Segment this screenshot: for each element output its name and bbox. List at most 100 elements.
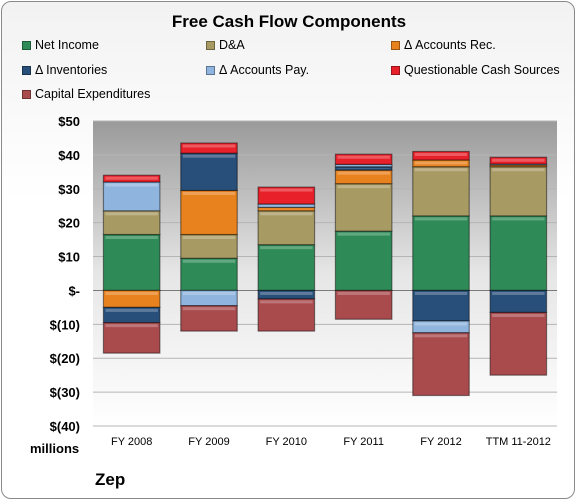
bar-segment — [489, 163, 548, 166]
bar-segment — [257, 244, 316, 292]
legend-label-net-income: Net Income — [35, 38, 99, 52]
bar-segment — [334, 230, 393, 292]
legend-item-net-income: Net Income — [22, 38, 99, 52]
bar-segment-highlight — [260, 300, 313, 304]
legend-swatch-da — [206, 40, 215, 50]
x-tick-label: FY 2010 — [266, 436, 307, 448]
legend-item-accounts-rec: Δ Accounts Rec. — [391, 38, 496, 52]
bar-segment — [102, 322, 161, 354]
y-tick-label: $(10) — [50, 317, 80, 332]
bar-segment-highlight — [105, 236, 158, 240]
legend-label-questionable: Questionable Cash Sources — [404, 63, 560, 77]
legend-swatch-accounts-rec — [391, 40, 400, 50]
bar-segment-highlight — [105, 324, 158, 328]
legend-item-questionable: Questionable Cash Sources — [391, 63, 560, 77]
legend-swatch-questionable — [391, 65, 400, 75]
bar-segment — [489, 215, 548, 292]
bar-segment — [334, 153, 393, 165]
bar-segment-highlight — [492, 217, 545, 221]
chart-title: Free Cash Flow Components — [171, 12, 407, 31]
legend-label-accounts-pay: Δ Accounts Pay. — [219, 63, 310, 77]
bar-segment-highlight — [414, 322, 468, 326]
bar-segment-highlight — [414, 291, 468, 295]
bar-segment-highlight — [260, 246, 313, 250]
bar-segment-highlight — [182, 291, 236, 295]
x-tick-label: FY 2011 — [343, 436, 384, 448]
bar-segment-highlight — [182, 191, 236, 195]
bar-segment-highlight — [105, 308, 158, 312]
x-tick-label: FY 2009 — [188, 436, 229, 448]
bar-segment — [102, 174, 161, 183]
legend-label-inventories: Δ Inventories — [35, 63, 108, 77]
bar-segment-highlight — [492, 158, 545, 162]
bar-segment-highlight — [260, 291, 313, 295]
legend-item-inventories: Δ Inventories — [22, 63, 107, 77]
bar-segment-highlight — [260, 188, 313, 192]
bar-segment-highlight — [182, 144, 236, 148]
bar-segment-highlight — [414, 334, 468, 338]
bar-segment — [180, 142, 238, 154]
x-tick-label: FY 2012 — [420, 436, 461, 448]
bar-segment-highlight — [337, 291, 390, 295]
bar-segment-highlight — [414, 168, 468, 172]
bar-segment-highlight — [414, 161, 468, 165]
legend-item-da: D&A — [206, 38, 245, 52]
legend-item-accounts-pay: Δ Accounts Pay. — [206, 63, 309, 77]
y-tick-label: $- — [68, 283, 80, 298]
bar-segment — [180, 189, 238, 236]
units-label: millions — [30, 441, 80, 456]
bar-segment — [180, 305, 238, 332]
y-tick-label: $20 — [58, 216, 80, 231]
y-tick-label: $50 — [58, 114, 80, 129]
plot-background — [93, 121, 557, 426]
bar-segment — [102, 233, 161, 292]
bar-segment — [257, 206, 316, 212]
legend-label-capex: Capital Expenditures — [35, 87, 151, 101]
bar-segment — [412, 150, 470, 161]
bar-segment-highlight — [105, 183, 158, 187]
bar-segment-highlight — [337, 232, 390, 236]
bar-segment-highlight — [105, 291, 158, 295]
bar-segment — [257, 298, 316, 332]
legend-label-accounts-rec: Δ Accounts Rec. — [404, 38, 496, 52]
y-tick-label: $10 — [58, 250, 80, 265]
legend-swatch-inventories — [22, 65, 31, 75]
bar-segment — [412, 166, 470, 217]
legend-swatch-net-income — [22, 40, 31, 50]
legend-label-da: D&A — [219, 38, 245, 52]
bar-segment-highlight — [337, 155, 390, 159]
bar-segment-highlight — [492, 168, 545, 172]
bar-segment-highlight — [182, 307, 236, 311]
bar-segment-highlight — [105, 176, 158, 180]
bar-segment — [180, 152, 238, 192]
bar-segment-highlight — [182, 154, 236, 158]
bar-segment — [257, 186, 316, 205]
legend-item-capex: Capital Expenditures — [22, 87, 150, 101]
x-tick-label: FY 2008 — [111, 436, 152, 448]
bar-segment-highlight — [337, 185, 390, 189]
bar-segment-highlight — [182, 236, 236, 240]
bar-segment-highlight — [492, 291, 545, 295]
legend-swatch-accounts-pay — [206, 65, 215, 75]
y-tick-label: $(30) — [50, 385, 80, 400]
bar-segment — [412, 332, 470, 397]
bar-segment — [489, 166, 548, 217]
bar-segment — [412, 289, 470, 322]
company-label: Zep — [95, 470, 126, 489]
y-tick-label: $40 — [58, 148, 80, 163]
legend-swatch-capex — [22, 89, 31, 99]
y-tick-label: $30 — [58, 182, 80, 197]
bar-segment — [489, 311, 548, 376]
bar-segment-highlight — [414, 153, 468, 156]
bar-segment-highlight — [414, 217, 468, 221]
bar-segment — [180, 257, 238, 292]
y-tick-label: $(40) — [50, 419, 80, 434]
bar-segment-highlight — [182, 259, 236, 263]
bar-segment — [334, 289, 393, 320]
bar-segment — [257, 210, 316, 246]
bar-segment-highlight — [337, 171, 390, 175]
bar-segment — [489, 156, 548, 165]
x-tick-label: TTM 11-2012 — [486, 436, 551, 448]
y-tick-label: $(20) — [50, 351, 80, 366]
bar-segment-highlight — [492, 313, 545, 317]
